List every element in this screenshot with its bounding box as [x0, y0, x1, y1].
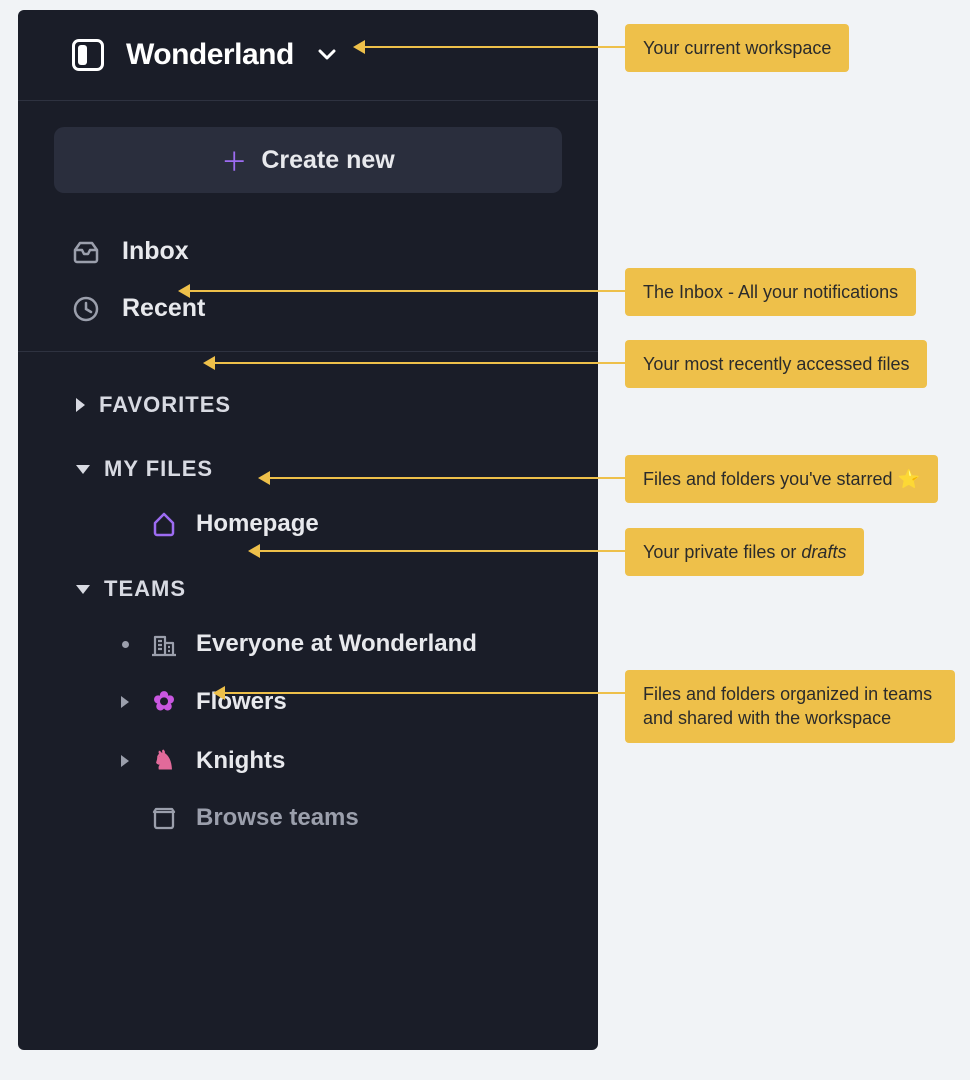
annotation-arrow: [260, 477, 625, 479]
team-item-flowers[interactable]: ✿ Flowers: [18, 672, 598, 731]
annotation-arrow: [250, 550, 625, 552]
triangle-right-icon: [121, 755, 129, 767]
section-teams[interactable]: TEAMS: [18, 562, 598, 616]
chevron-down-icon: [318, 49, 336, 61]
nav-inbox[interactable]: Inbox: [18, 223, 598, 280]
workspace-switcher[interactable]: Wonderland: [18, 10, 598, 100]
annotation-arrow: [355, 46, 625, 48]
clock-icon: [72, 295, 100, 323]
create-new-button[interactable]: ＋ Create new: [54, 127, 562, 193]
annotation-callout: The Inbox - All your notifications: [625, 268, 916, 316]
annotation-arrow: [180, 290, 625, 292]
annotation-callout: Files and folders you've starred ⭐: [625, 455, 938, 503]
workspace-name: Wonderland: [126, 38, 294, 72]
team-item-label: Everyone at Wonderland: [196, 630, 477, 658]
triangle-down-icon: [76, 585, 90, 594]
section-teams-label: TEAMS: [104, 576, 186, 602]
file-item-homepage[interactable]: Homepage: [18, 496, 598, 552]
create-new-label: Create new: [261, 146, 394, 175]
team-item-everyone[interactable]: Everyone at Wonderland: [18, 616, 598, 672]
browse-teams-label: Browse teams: [196, 804, 359, 832]
team-item-label: Knights: [196, 747, 285, 775]
file-item-label: Homepage: [196, 510, 319, 538]
nav-inbox-label: Inbox: [122, 237, 189, 266]
section-favorites[interactable]: FAVORITES: [18, 378, 598, 432]
annotation-callout: Files and folders organized in teams and…: [625, 670, 955, 743]
triangle-right-icon: [76, 398, 85, 412]
section-favorites-label: FAVORITES: [99, 392, 231, 418]
annotation-arrow: [215, 692, 625, 694]
browse-teams-button[interactable]: Browse teams: [18, 790, 598, 846]
team-item-knights[interactable]: ♞ Knights: [18, 731, 598, 790]
box-icon: [150, 806, 178, 830]
knight-icon: ♞: [150, 745, 178, 776]
annotation-callout: Your private files or drafts: [625, 528, 864, 576]
annotation-callout: Your current workspace: [625, 24, 849, 72]
triangle-down-icon: [76, 465, 90, 474]
triangle-right-icon: [121, 696, 129, 708]
home-icon: [150, 511, 178, 537]
section-my-files-label: MY FILES: [104, 456, 213, 482]
nav-recent-label: Recent: [122, 294, 205, 323]
section-my-files[interactable]: MY FILES: [18, 442, 598, 496]
annotation-callout: Your most recently accessed files: [625, 340, 927, 388]
building-icon: [150, 631, 178, 657]
flower-icon: ✿: [150, 686, 178, 717]
annotation-arrow: [205, 362, 625, 364]
sidebar: Wonderland ＋ Create new Inbox Recent FAV…: [18, 10, 598, 1050]
plus-icon: ＋: [221, 142, 247, 179]
workspace-logo-icon: [72, 39, 104, 71]
inbox-icon: [72, 240, 100, 264]
dot-icon: [122, 641, 129, 648]
